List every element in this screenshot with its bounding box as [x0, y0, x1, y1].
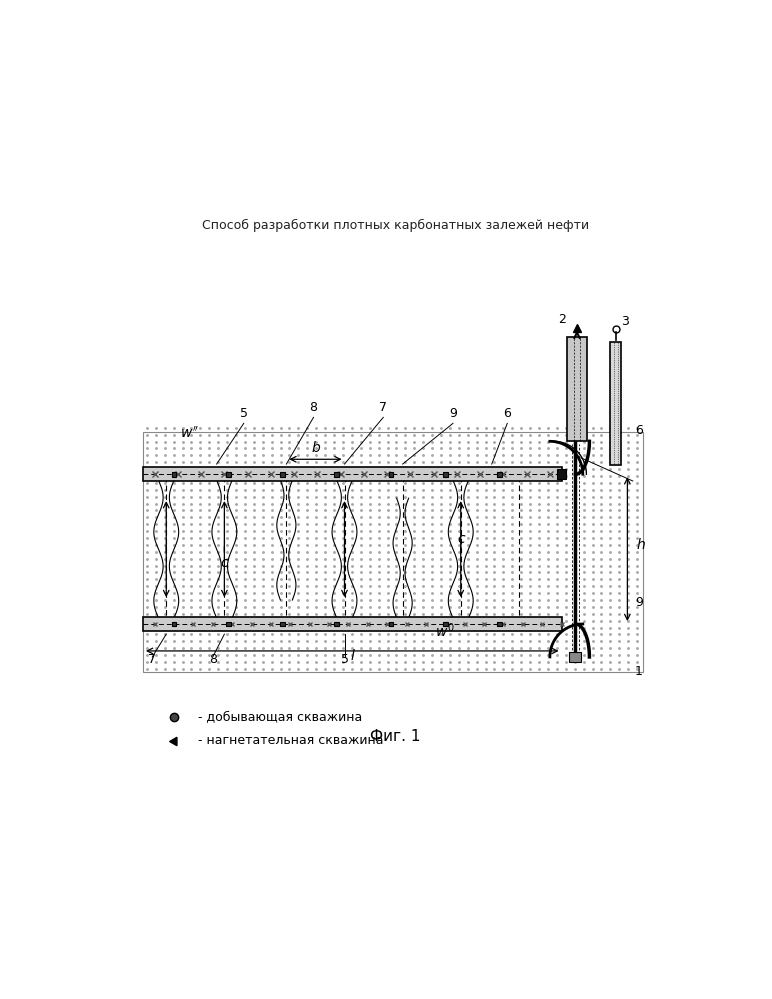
Text: Способ разработки плотных карбонатных залежей нефти: Способ разработки плотных карбонатных за… — [202, 219, 589, 232]
Text: 8: 8 — [310, 402, 317, 415]
Bar — [570, 652, 581, 661]
Bar — [567, 337, 587, 442]
Text: 9: 9 — [635, 596, 643, 609]
Bar — [143, 433, 643, 672]
Text: 5: 5 — [240, 408, 248, 421]
Text: l: l — [350, 649, 354, 663]
Bar — [497, 472, 502, 477]
Text: c: c — [221, 556, 229, 570]
Text: c: c — [457, 532, 465, 546]
Text: 2: 2 — [558, 314, 566, 327]
Bar — [171, 621, 176, 626]
Bar — [388, 621, 394, 626]
Bar — [388, 472, 394, 477]
Bar — [611, 343, 621, 466]
Bar — [443, 472, 448, 477]
Text: Фиг. 1: Фиг. 1 — [371, 729, 421, 744]
Text: - добывающая скважина: - добывающая скважина — [198, 710, 362, 723]
Text: 3: 3 — [621, 315, 628, 328]
Bar — [226, 621, 231, 626]
Text: 9: 9 — [449, 408, 457, 421]
Bar — [143, 616, 561, 631]
Bar — [557, 470, 567, 480]
Text: - нагнетательная скважина: - нагнетательная скважина — [198, 734, 384, 747]
Text: 7: 7 — [379, 402, 388, 415]
Bar — [443, 621, 448, 626]
Bar — [497, 621, 502, 626]
Bar — [334, 621, 339, 626]
Text: 5: 5 — [340, 653, 348, 666]
Text: $w^{0}$: $w^{0}$ — [435, 621, 455, 640]
Bar — [143, 468, 561, 482]
Text: $w^{\prime\prime}$: $w^{\prime\prime}$ — [180, 427, 199, 442]
Text: h: h — [636, 538, 645, 552]
Text: 7: 7 — [148, 653, 156, 666]
Bar — [280, 621, 285, 626]
Bar — [171, 472, 176, 477]
Bar — [226, 472, 231, 477]
Text: 8: 8 — [208, 653, 217, 666]
Bar — [280, 472, 285, 477]
Text: 1: 1 — [635, 665, 643, 678]
Text: 6: 6 — [503, 408, 511, 421]
Bar — [334, 472, 339, 477]
Text: b: b — [311, 442, 320, 456]
Text: 6: 6 — [635, 424, 643, 437]
